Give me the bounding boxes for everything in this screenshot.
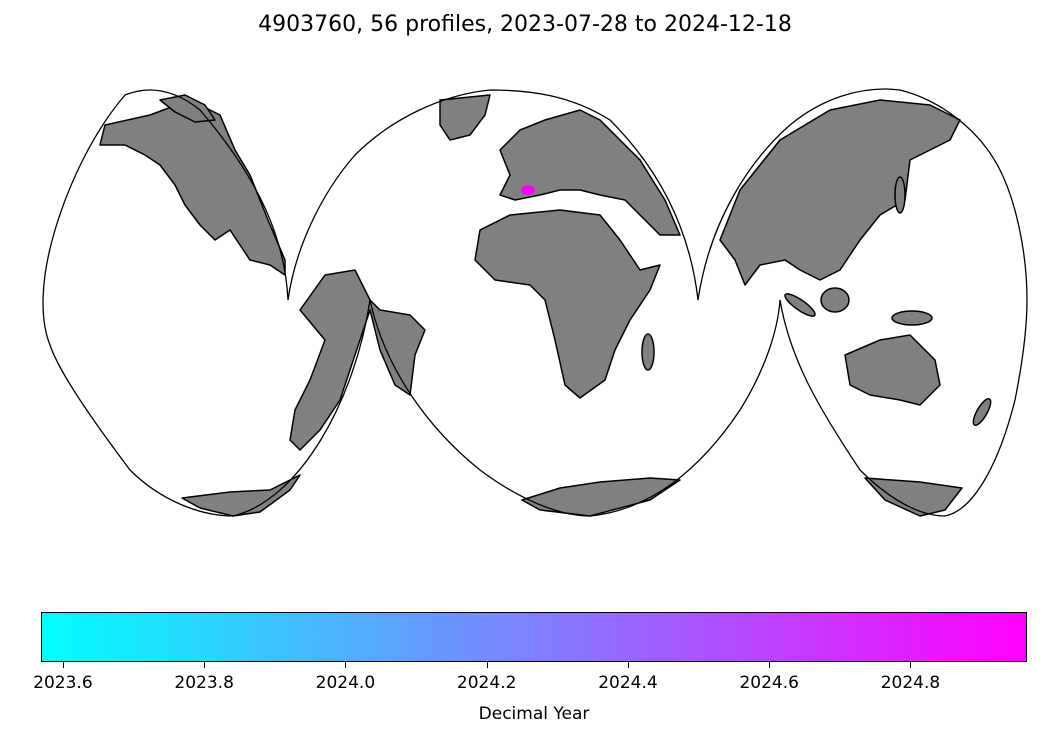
float-track [521,185,535,195]
colorbar-tick-label: 2023.6 [33,673,93,693]
colorbar-tick [345,662,347,668]
colorbar-tick [204,662,206,668]
asia [719,99,961,286]
antarctica-left [181,474,301,517]
madagascar [641,333,655,371]
colorbar-tick [62,662,64,668]
colorbar-tick [910,662,912,668]
borneo [820,287,850,313]
new-zealand [972,398,992,426]
sumatra [784,293,816,317]
projection-outline [42,88,1028,517]
eurasia-west [499,109,681,236]
colorbar-tick-label: 2024.4 [598,673,658,693]
colorbar-tick-label: 2024.8 [880,673,941,693]
south-america [289,269,426,451]
japan [894,176,906,214]
greenland [439,94,491,141]
colorbar-tick [486,662,488,668]
colorbar-tick-label: 2024.0 [315,673,376,693]
africa [474,209,661,399]
colorbar-label: Decimal Year [478,704,590,724]
north-america [99,99,286,276]
australia [844,334,941,406]
colorbar-tick [769,662,771,668]
colorbar-tick [627,662,629,668]
colorbar-tick-label: 2024.2 [456,673,517,693]
arctic-islands [159,94,216,123]
world-map [42,88,1028,517]
colorbar [41,612,1027,662]
colorbar-tick-label: 2024.6 [739,673,799,693]
new-guinea [891,310,933,326]
antarctica-middle [521,477,681,517]
track-profiles [521,185,535,195]
antarctica-right [864,477,963,517]
map-title: 4903760, 56 profiles, 2023-07-28 to 2024… [258,12,792,37]
colorbar-tick-label: 2023.8 [174,673,234,693]
